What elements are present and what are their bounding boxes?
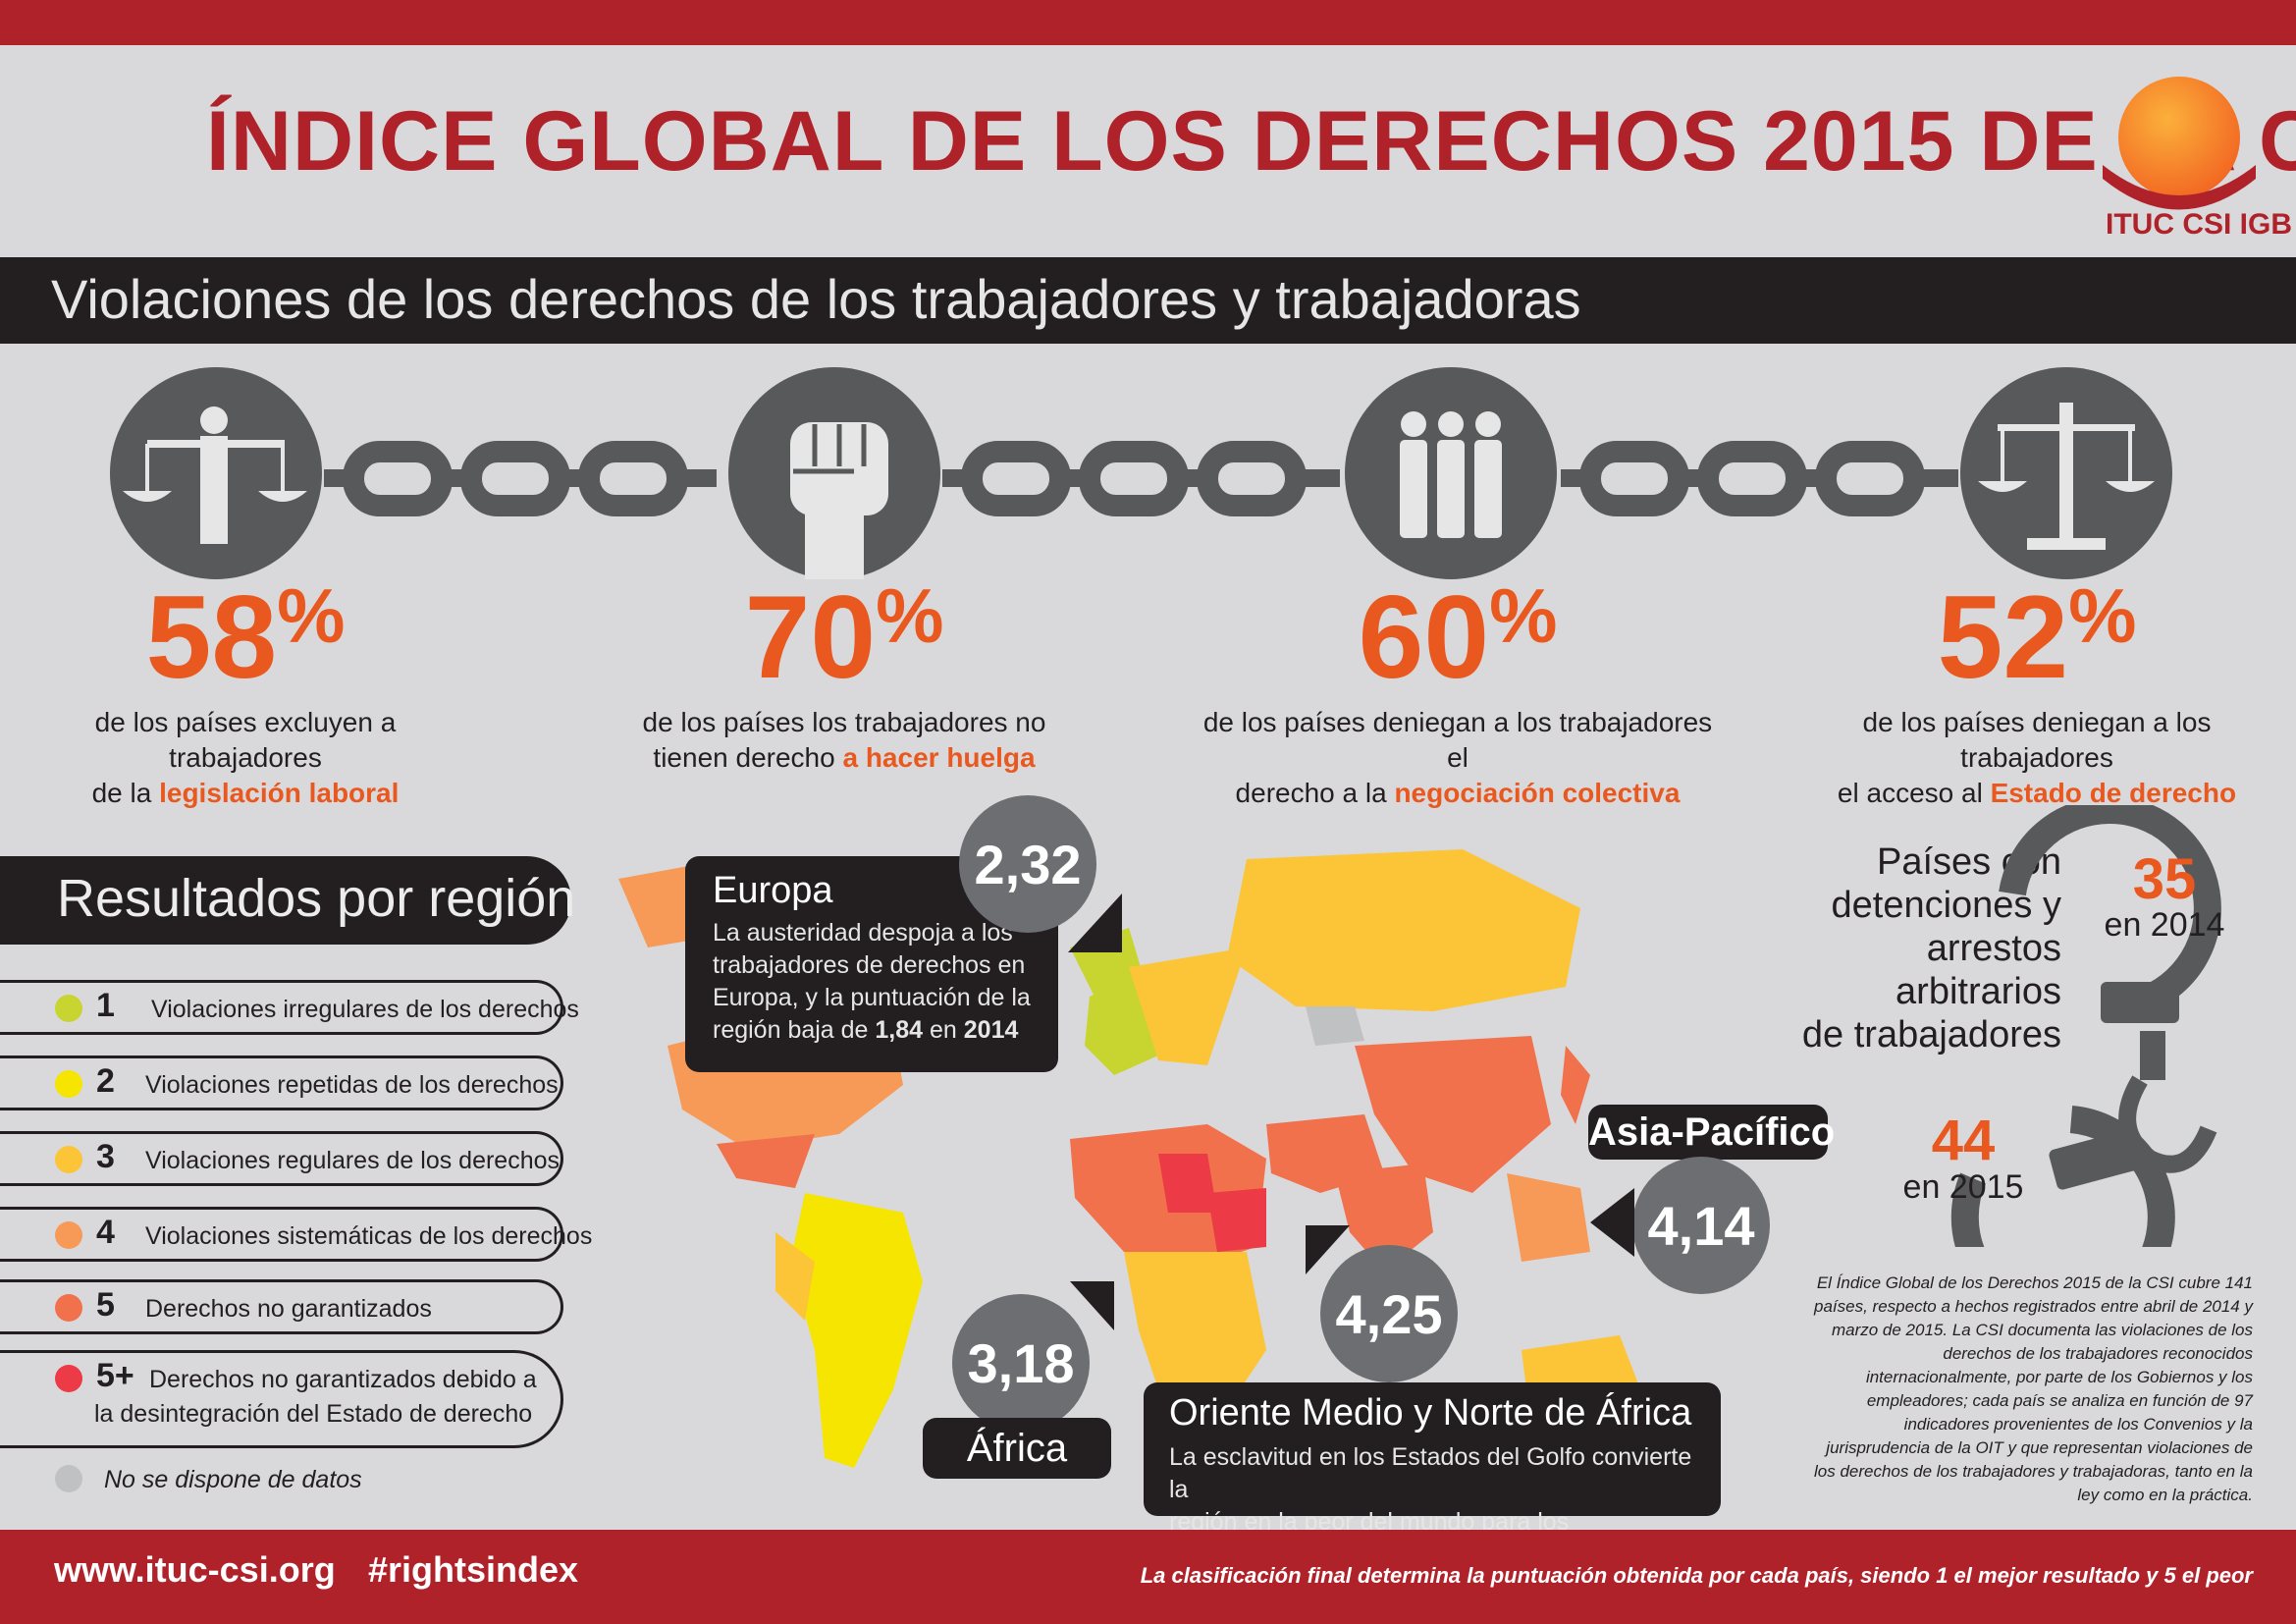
methodology-note: El Índice Global de los Derechos 2015 de… — [1814, 1273, 2253, 1504]
europe-score: 2,32 — [959, 795, 1096, 933]
africa-label: África — [923, 1418, 1111, 1479]
stat-3: 60% de los países deniegan a los trabaja… — [1193, 569, 1723, 811]
legend-row-3: 3 Violaciones regulares de los derechos — [0, 1131, 563, 1186]
footer-website-link[interactable]: www.ituc-csi.org — [54, 1549, 336, 1590]
legend-label-1: Violaciones irregulares de los derechos — [151, 996, 579, 1023]
mena-callout: Oriente Medio y Norte de África La escla… — [1144, 1382, 1721, 1568]
worker-scales-icon — [110, 367, 322, 579]
legend-num-4: 4 — [96, 1214, 115, 1251]
legend-label-no-data: No se dispone de datos — [104, 1466, 362, 1493]
legend-label-4: Violaciones sistemáticas de los derechos — [145, 1222, 593, 1250]
legend-num-1: 1 — [96, 987, 115, 1024]
detentions-2014-label: en 2014 — [2104, 906, 2225, 944]
footer-hashtag: #rightsindex — [368, 1549, 579, 1590]
stat-4-value: 52% — [1937, 571, 2137, 703]
page-title: ÍNDICE GLOBAL DE LOS DERECHOS 2015 DE LA… — [206, 94, 2296, 189]
legend-row-5plus: 5+ Derechos no garantizados debido a la … — [0, 1350, 563, 1448]
regions-heading-bar — [0, 856, 571, 945]
detentions-2015-label: en 2015 — [1902, 1168, 2024, 1206]
handcuffs-icon — [1950, 805, 2221, 1247]
mena-pointer — [1306, 1225, 1350, 1274]
legend-row-5: 5 Derechos no garantizados — [0, 1279, 563, 1334]
europe-callout: Europa La austeridad despoja a los traba… — [685, 856, 1058, 1072]
detentions-2014-value: 35 — [2132, 847, 2197, 911]
legend-dot-4 — [55, 1221, 82, 1249]
legend-dot-3 — [55, 1146, 82, 1173]
legend-num-5plus: 5+ — [96, 1357, 134, 1394]
detentions-2015-value: 44 — [1931, 1109, 1996, 1172]
stat-2-value: 70% — [744, 571, 944, 703]
legend-num-2: 2 — [96, 1062, 115, 1100]
africa-score: 3,18 — [952, 1294, 1090, 1432]
legend-row-2: 2 Violaciones repetidas de los derechos — [0, 1056, 563, 1110]
stat-3-text: de los países deniegan a los trabajadore… — [1202, 707, 1713, 808]
footer-note: La clasificación final determina la punt… — [1140, 1563, 2253, 1588]
legend-label-3: Violaciones regulares de los derechos — [145, 1147, 561, 1174]
legend-dot-1 — [55, 995, 82, 1022]
stat-1-text: de los países excluyen a trabajadores de … — [91, 707, 400, 808]
legend-label-2: Violaciones repetidas de los derechos — [145, 1071, 559, 1099]
legend-dot-5plus — [55, 1365, 82, 1392]
footer-bar — [0, 1530, 2296, 1624]
legend-dot-no-data — [55, 1465, 82, 1492]
mena-title: Oriente Medio y Norte de África — [1169, 1392, 1692, 1434]
europe-pointer — [1068, 893, 1122, 952]
stat-1-value: 58% — [145, 571, 346, 703]
legend-row-1: 1 Violaciones irregulares de los derecho… — [0, 980, 579, 1035]
chain-graphic — [110, 367, 2172, 579]
raised-fist-icon — [728, 367, 940, 579]
asia-label: Asia-Pacífico — [1588, 1105, 1835, 1160]
detentions-text: Países con detenciones y arrestos arbitrari… — [1801, 841, 2061, 1056]
stat-1: 58% de los países excluyen a trabajadore… — [29, 569, 461, 811]
legend-num-3: 3 — [96, 1138, 115, 1175]
logo-text: ITUC CSI IGB — [2106, 208, 2293, 241]
stat-2: 70% de los países los trabajadores no tie… — [628, 569, 1060, 776]
europe-body: La austeridad despoja a los trabajadores… — [713, 919, 1031, 1044]
stat-3-value: 60% — [1358, 571, 1558, 703]
justice-scales-icon — [1960, 367, 2172, 579]
legend-label-5: Derechos no garantizados — [145, 1295, 432, 1323]
regions-heading: Resultados por región — [57, 869, 576, 928]
legend-dot-2 — [55, 1070, 82, 1098]
section-banner — [0, 257, 2296, 344]
top-bar — [0, 0, 2296, 45]
europe-title: Europa — [713, 870, 833, 911]
stat-4: 52% de los países deniegan a los trabaja… — [1801, 569, 2272, 811]
legend-row-4: 4 Violaciones sistemáticas de los derech… — [0, 1207, 592, 1262]
three-workers-icon — [1345, 367, 1557, 579]
legend-label-5plus: Derechos no garantizados debido a — [149, 1366, 537, 1393]
legend-dot-5 — [55, 1294, 82, 1322]
asia-pointer — [1590, 1188, 1634, 1257]
ituc-logo — [2103, 77, 2256, 210]
stat-2-text: de los países los trabajadores no tienen … — [642, 707, 1046, 773]
asia-score: 4,14 — [1632, 1157, 1770, 1294]
stat-4-text: de los países deniegan a los trabajadore… — [1837, 707, 2237, 808]
section-banner-title: Violaciones de los derechos de los traba… — [51, 268, 1581, 330]
africa-pointer — [1070, 1281, 1114, 1330]
mena-score: 4,25 — [1320, 1245, 1458, 1382]
legend-num-5: 5 — [96, 1286, 115, 1324]
legend-label-5plus-line2: la desintegración del Estado de derecho — [94, 1400, 533, 1428]
